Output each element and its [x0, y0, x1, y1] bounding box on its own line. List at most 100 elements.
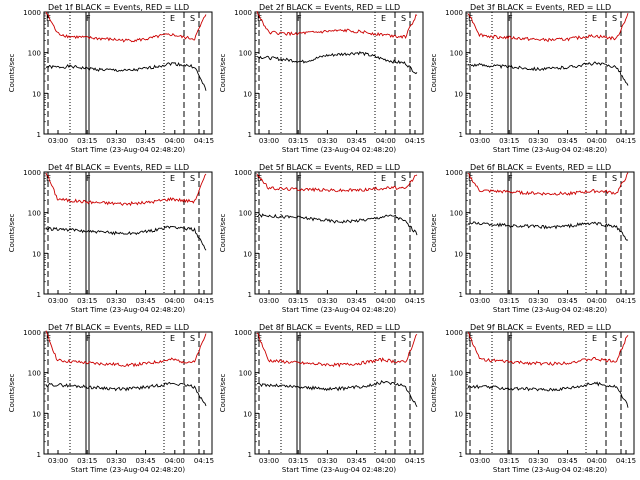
y-tick-label: 1 — [248, 131, 252, 139]
y-axis-title: Counts/sec — [430, 374, 438, 413]
x-tick-label: 03:00 — [259, 457, 279, 465]
x-tick-label: 03:30 — [528, 137, 548, 145]
x-tick-label: 03:30 — [106, 457, 126, 465]
x-tick-label: 03:00 — [48, 457, 68, 465]
marker-letter: E — [592, 174, 597, 183]
x-tick-label: 03:45 — [347, 297, 367, 305]
series-line-events — [45, 61, 207, 91]
series-line-events — [256, 379, 418, 408]
series-line-events — [467, 221, 629, 241]
y-tick-label: 100 — [239, 210, 252, 218]
y-axis-title: Counts/sec — [8, 374, 16, 413]
x-tick-label: 03:15 — [499, 297, 519, 305]
chart-title: Det 9f BLACK = Events, RED = LLD — [470, 323, 611, 332]
marker-letter: F — [297, 174, 302, 183]
x-tick-label: 03:15 — [77, 297, 97, 305]
marker-letter: F — [508, 334, 513, 343]
chart-title: Det 4f BLACK = Events, RED = LLD — [48, 163, 189, 172]
y-tick-label: 10 — [243, 90, 252, 98]
marker-letter: E — [46, 14, 51, 23]
x-tick-label: 03:00 — [470, 297, 490, 305]
x-tick-label: 03:30 — [106, 137, 126, 145]
chart-title: Det 2f BLACK = Events, RED = LLD — [259, 3, 400, 12]
marker-letter: E — [170, 334, 175, 343]
marker-letter: S — [401, 174, 406, 183]
x-tick-label: 04:15 — [405, 297, 425, 305]
y-tick-label: 1 — [37, 451, 41, 459]
x-tick-label: 03:45 — [347, 457, 367, 465]
y-tick-label: 1000 — [23, 9, 41, 17]
marker-letter: S — [190, 14, 195, 23]
plot-frame — [43, 171, 213, 295]
plot-frame — [465, 11, 635, 135]
marker-letter: F — [297, 14, 302, 23]
y-tick-label: 1 — [37, 291, 41, 299]
marker-letter: E — [592, 334, 597, 343]
x-tick-label: 04:00 — [165, 137, 185, 145]
marker-letter: E — [468, 14, 473, 23]
x-tick-label: 03:30 — [317, 137, 337, 145]
y-tick-label: 100 — [239, 50, 252, 58]
y-tick-label: 1 — [459, 451, 463, 459]
x-tick-label: 04:00 — [587, 457, 607, 465]
marker-letter: F — [508, 174, 513, 183]
x-tick-label: 04:15 — [194, 137, 214, 145]
marker-letter: S — [612, 14, 617, 23]
y-tick-label: 100 — [239, 370, 252, 378]
x-tick-label: 03:30 — [106, 297, 126, 305]
y-tick-label: 100 — [28, 370, 41, 378]
x-tick-label: 03:15 — [288, 297, 308, 305]
series-line-lld — [256, 332, 418, 368]
y-tick-label: 1000 — [445, 169, 463, 177]
x-axis-title: Start Time (23-Aug-04 02:48:20) — [71, 466, 185, 474]
x-tick-label: 04:15 — [405, 457, 425, 465]
chart-title: Det 7f BLACK = Events, RED = LLD — [48, 323, 189, 332]
x-tick-label: 04:15 — [194, 297, 214, 305]
x-tick-label: 03:45 — [347, 137, 367, 145]
x-tick-label: 03:00 — [470, 457, 490, 465]
plot-frame — [254, 331, 424, 455]
x-tick-label: 03:30 — [317, 297, 337, 305]
y-tick-label: 100 — [450, 370, 463, 378]
plot-frame — [465, 171, 635, 295]
y-tick-label: 1000 — [23, 329, 41, 337]
x-tick-label: 04:00 — [165, 297, 185, 305]
plot-frame — [254, 171, 424, 295]
x-axis-title: Start Time (23-Aug-04 02:48:20) — [71, 146, 185, 154]
y-axis-title: Counts/sec — [430, 214, 438, 253]
x-tick-label: 03:00 — [470, 137, 490, 145]
y-tick-label: 1000 — [445, 9, 463, 17]
chart-panel-3: Det 3f BLACK = Events, RED = LLD 1 10 100 10… — [430, 3, 636, 154]
marker-letter: F — [86, 14, 91, 23]
series-line-lld — [256, 173, 418, 193]
y-tick-label: 1000 — [445, 329, 463, 337]
chart-panel-1: Det 1f BLACK = Events, RED = LLD 1 10 100 10… — [8, 3, 214, 154]
x-tick-label: 03:45 — [558, 457, 578, 465]
marker-letter: F — [508, 14, 513, 23]
chart-panel-6: Det 6f BLACK = Events, RED = LLD 1 10 100 10… — [430, 163, 636, 314]
chart-panel-8: Det 8f BLACK = Events, RED = LLD 1 10 100 10… — [219, 323, 425, 474]
series-line-lld — [45, 11, 207, 43]
y-tick-label: 1000 — [234, 329, 252, 337]
y-tick-label: 10 — [32, 90, 41, 98]
x-tick-label: 04:00 — [376, 297, 396, 305]
x-tick-label: 04:00 — [587, 137, 607, 145]
marker-letter: F — [86, 334, 91, 343]
y-tick-label: 1000 — [234, 169, 252, 177]
marker-letter: S — [612, 334, 617, 343]
chart-title: Det 6f BLACK = Events, RED = LLD — [470, 163, 611, 172]
series-line-lld — [45, 330, 207, 368]
marker-letter: S — [190, 334, 195, 343]
x-tick-label: 03:45 — [136, 457, 156, 465]
plot-frame — [465, 331, 635, 455]
marker-letter: E — [257, 14, 262, 23]
x-tick-label: 03:30 — [528, 457, 548, 465]
y-axis-title: Counts/sec — [219, 214, 227, 253]
series-line-lld — [45, 172, 207, 207]
x-axis-title: Start Time (23-Aug-04 02:48:20) — [493, 146, 607, 154]
x-axis-title: Start Time (23-Aug-04 02:48:20) — [282, 146, 396, 154]
y-tick-label: 10 — [454, 90, 463, 98]
series-line-lld — [467, 12, 629, 43]
y-axis-title: Counts/sec — [8, 54, 16, 93]
y-tick-label: 100 — [28, 50, 41, 58]
